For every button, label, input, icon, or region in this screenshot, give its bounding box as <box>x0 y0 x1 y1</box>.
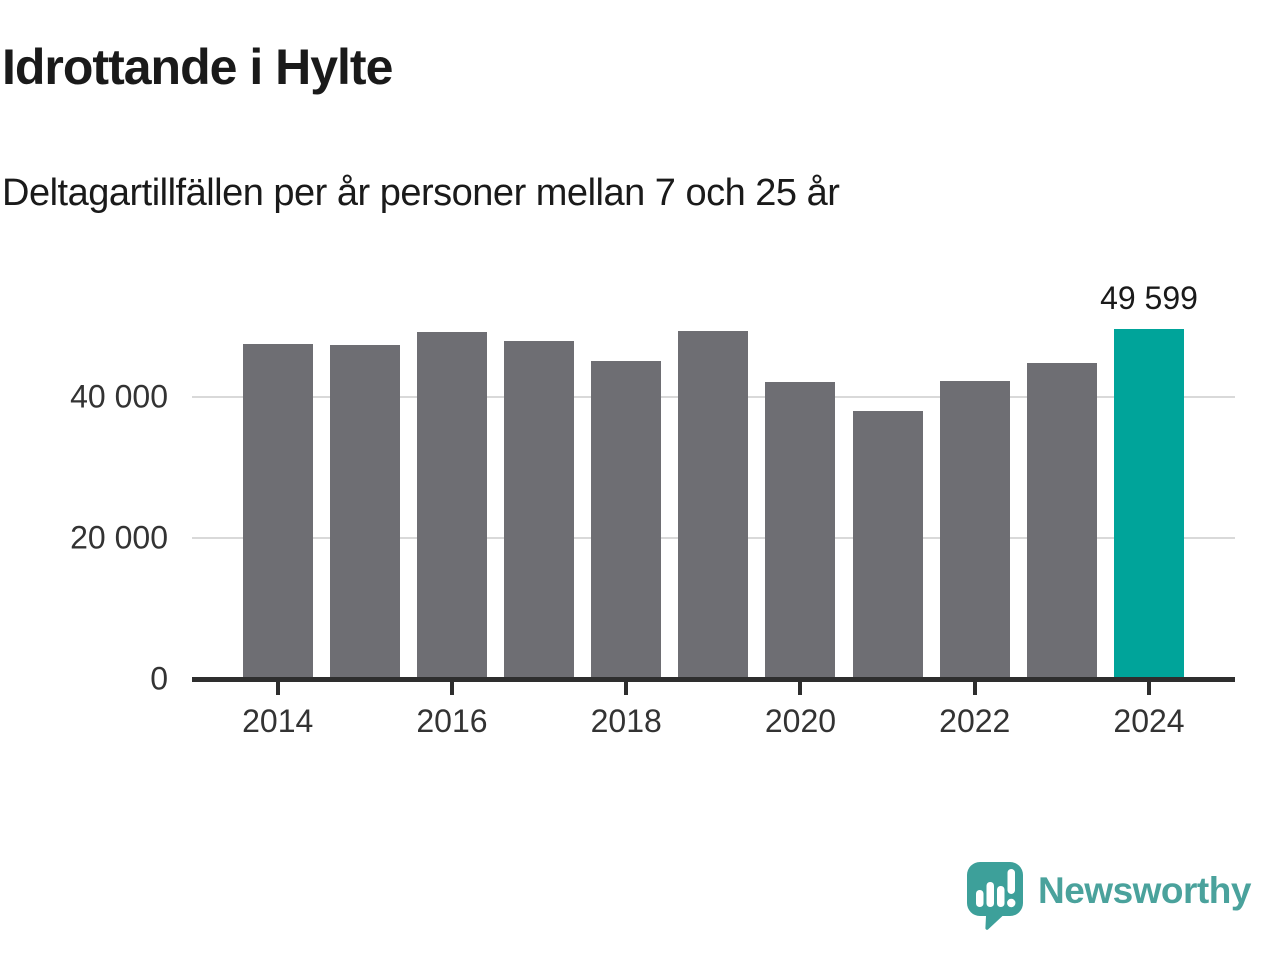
x-axis-tick-label: 2022 <box>939 703 1011 739</box>
x-axis-tick-label: 2024 <box>1113 703 1185 739</box>
y-axis-tick-label: 0 <box>150 660 168 697</box>
x-axis-tick <box>798 681 803 695</box>
bar <box>329 344 400 679</box>
x-axis-tick-label: 2016 <box>416 703 488 739</box>
bar <box>242 344 313 679</box>
chart-subtitle: Deltagartillfällen per år personer mella… <box>2 172 840 214</box>
bar <box>678 331 749 679</box>
bar <box>765 382 836 679</box>
x-axis-tick-label: 2018 <box>590 703 662 739</box>
bar <box>939 380 1010 679</box>
x-axis-tick <box>449 681 454 695</box>
chart-title: Idrottande i Hylte <box>2 39 393 95</box>
newsworthy-logo-icon <box>967 862 1023 930</box>
bar <box>416 332 487 679</box>
highlighted-bar-value-label: 49 599 <box>1100 280 1198 316</box>
x-axis-tick <box>1147 681 1151 695</box>
newsworthy-logo-text: Newsworthy <box>1038 870 1251 911</box>
x-axis-tick <box>972 681 977 695</box>
y-axis-tick-label: 20 000 <box>70 519 168 556</box>
bar <box>1026 363 1097 679</box>
bar <box>852 411 923 679</box>
newsworthy-branding: Newsworthy <box>964 860 1251 930</box>
y-axis-tick-label: 40 000 <box>70 378 168 415</box>
bar <box>504 341 575 679</box>
x-axis-tick <box>275 681 280 695</box>
x-axis-tick-label: 2014 <box>242 703 314 739</box>
x-axis-tick-label: 2020 <box>764 703 837 739</box>
bar-highlighted <box>1114 329 1184 679</box>
x-axis-line <box>192 677 1235 682</box>
bar <box>591 361 662 679</box>
x-axis-tick <box>624 681 629 695</box>
